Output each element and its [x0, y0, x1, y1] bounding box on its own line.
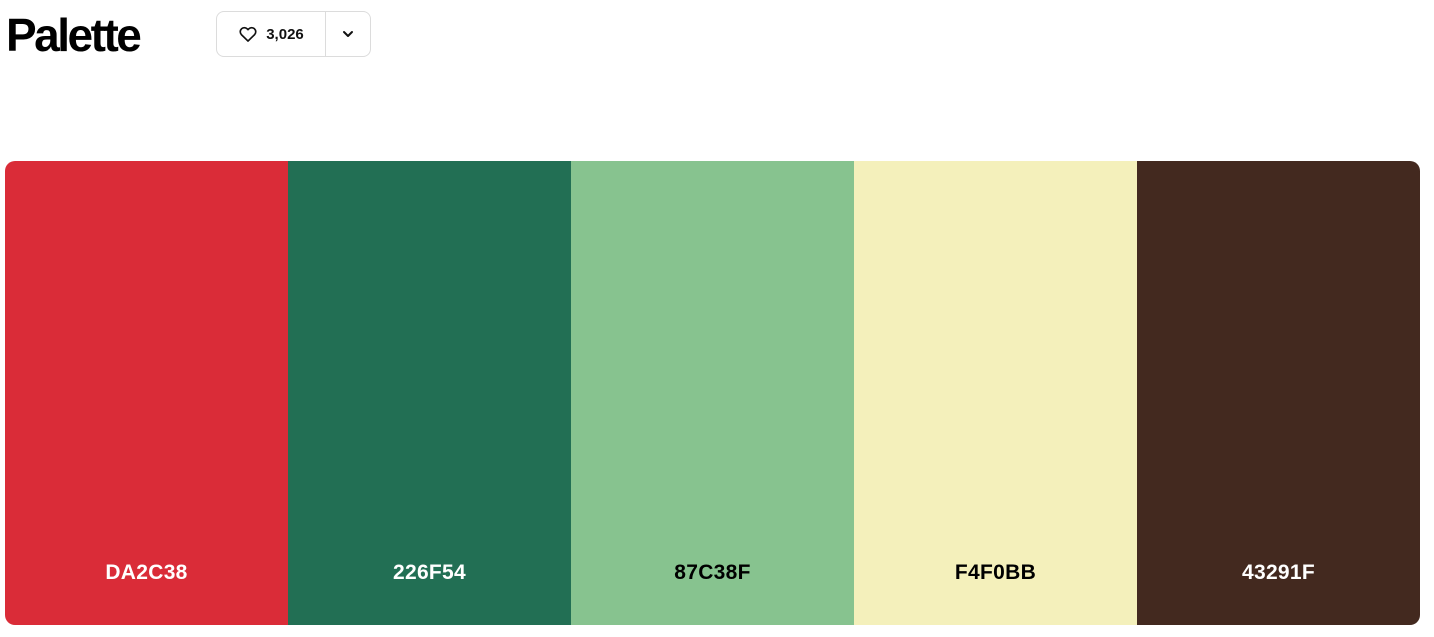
like-count: 3,026: [266, 25, 304, 43]
swatch-hex-code[interactable]: 226F54: [392, 561, 467, 584]
swatch-hex-code[interactable]: 87C38F: [674, 561, 751, 584]
color-swatch[interactable]: DA2C38: [5, 161, 288, 625]
palette-strip: DA2C38 226F54 87C38F F4F0BB 43291F: [5, 161, 1420, 625]
more-options-button[interactable]: [326, 12, 370, 56]
color-swatch[interactable]: 226F54: [288, 161, 571, 625]
swatch-hex-code[interactable]: DA2C38: [105, 561, 188, 584]
page-header: Palette 3,026: [0, 0, 1434, 70]
color-swatch[interactable]: 43291F: [1137, 161, 1420, 625]
swatch-hex-code[interactable]: 43291F: [1241, 561, 1316, 584]
page-title: Palette: [6, 9, 142, 61]
color-swatch[interactable]: 87C38F: [571, 161, 854, 625]
like-button-group: 3,026: [216, 11, 371, 57]
color-swatch[interactable]: F4F0BB: [854, 161, 1137, 625]
like-button[interactable]: 3,026: [217, 12, 326, 56]
chevron-down-icon: [343, 31, 353, 37]
heart-icon: [239, 26, 257, 42]
swatch-hex-code[interactable]: F4F0BB: [954, 561, 1037, 584]
